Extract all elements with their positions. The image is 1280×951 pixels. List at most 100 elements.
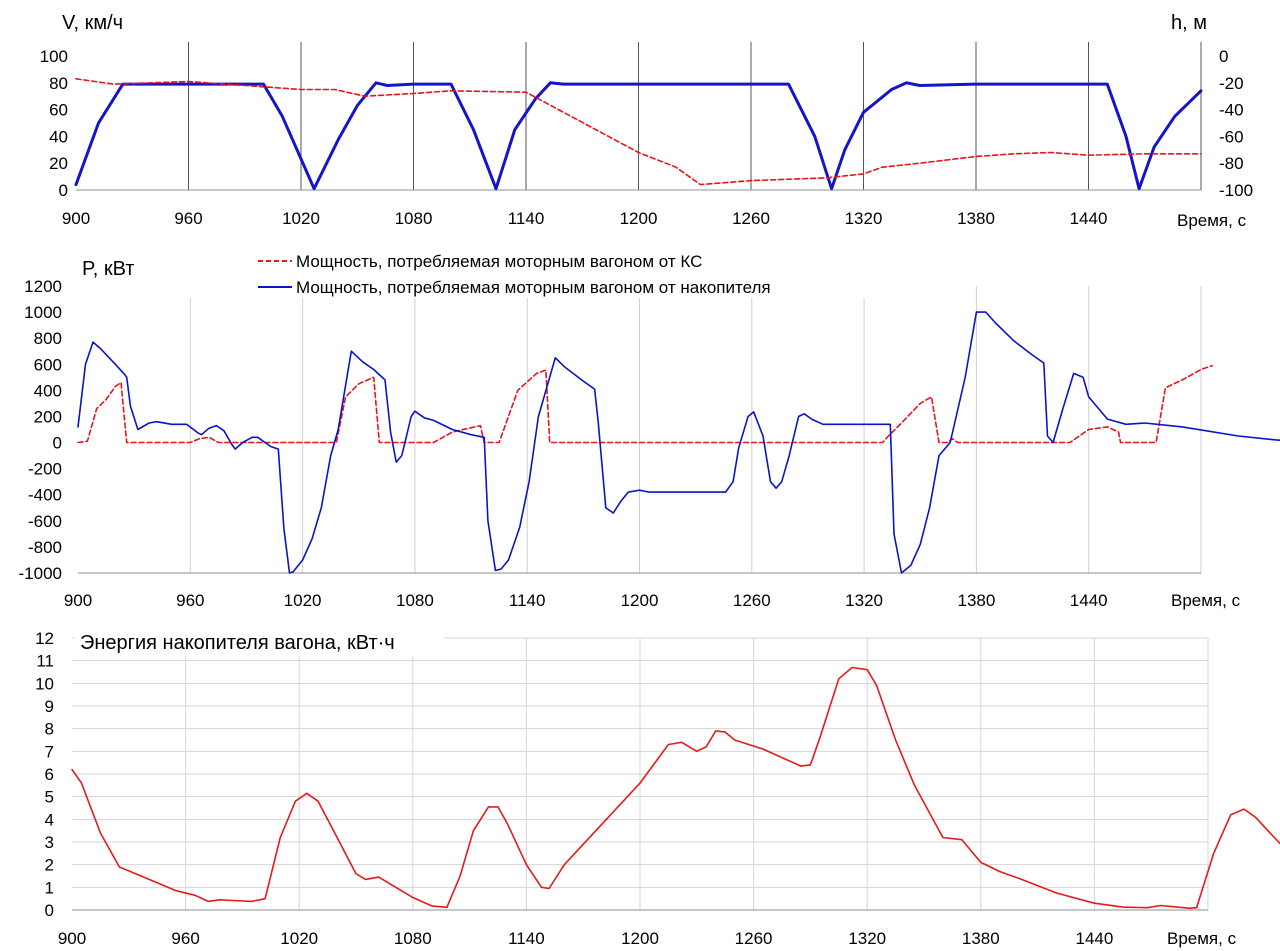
speed-x-ticks: 900 960 1020 1080 1140 1200 1260 1320 1380 1440: [62, 209, 1108, 228]
energy-horizontal-grid: [72, 637, 1208, 888]
speed-x-axis-title: Время, с: [1177, 211, 1247, 230]
speed-axis-title: V, км/ч: [62, 12, 123, 34]
series-line-1: [77, 364, 1213, 444]
speed-series: [74, 78, 1203, 191]
energy-chart: Энергия накопителя вагона, кВт·ч Время, …: [35, 628, 1280, 948]
x-tick-label: 960: [171, 929, 199, 948]
x-tick-label: 1380: [962, 929, 1000, 948]
power-x-ticks: 900 960 1020 1080 1140 1200 1260 1320 1380 1440: [64, 591, 1108, 610]
y-tick-label: 5: [45, 788, 54, 807]
x-tick-label: 1200: [620, 209, 658, 228]
x-tick-label: 1320: [845, 209, 883, 228]
right-y-tick-label: -20: [1219, 74, 1244, 93]
x-tick-label: 1260: [732, 209, 770, 228]
x-tick-label: 1080: [394, 929, 432, 948]
x-tick-label: 1380: [957, 591, 995, 610]
x-tick-label: 1140: [509, 591, 546, 610]
x-tick-label: 1020: [284, 591, 322, 610]
y-tick-label: 4: [45, 810, 54, 829]
y-tick-label: 1: [45, 878, 54, 897]
power-vertical-grid: [189, 286, 1202, 573]
x-tick-label: 1140: [508, 209, 545, 228]
y-tick-label: -600: [28, 512, 62, 531]
y-tick-label: 100: [40, 47, 68, 66]
x-tick-label: 1200: [621, 591, 659, 610]
x-tick-label: 960: [174, 209, 202, 228]
x-tick-label: 900: [58, 929, 86, 948]
speed-y-ticks: 0 20 40 60 80 100: [40, 47, 68, 200]
power-series: [77, 311, 1280, 574]
right-y-tick-label: -40: [1219, 101, 1244, 120]
x-tick-label: 1320: [848, 929, 886, 948]
height-axis-title: h, м: [1171, 12, 1207, 34]
right-y-tick-label: -80: [1219, 154, 1244, 173]
y-tick-label: 60: [49, 101, 68, 120]
legend-background: [180, 246, 908, 298]
power-axis-title: P, кВт: [82, 258, 134, 280]
y-tick-label: 3: [45, 833, 54, 852]
power-chart: P, кВт Время, с -1000 -800 -600 -400 -200 0 20…: [19, 246, 1280, 610]
y-tick-label: 11: [36, 652, 54, 671]
x-tick-label: 1260: [733, 591, 771, 610]
y-tick-label: -1000: [19, 564, 62, 583]
x-tick-label: 1080: [395, 209, 433, 228]
y-tick-label: 12: [35, 629, 54, 648]
series-line-2: [77, 311, 1280, 574]
y-tick-label: 0: [59, 181, 68, 200]
y-tick-label: 1000: [24, 303, 62, 322]
y-tick-label: 9: [45, 697, 54, 716]
series-line-1: [71, 666, 1280, 909]
energy-axis-title: Энергия накопителя вагона, кВт·ч: [80, 632, 395, 654]
x-tick-label: 900: [64, 591, 92, 610]
y-tick-label: 1200: [24, 277, 62, 296]
x-tick-label: 1260: [735, 929, 773, 948]
y-tick-label: -800: [28, 538, 62, 557]
y-tick-label: 2: [45, 856, 54, 875]
height-y-ticks: -100 -80 -60 -40 -20 0: [1219, 47, 1253, 200]
right-y-tick-label: -100: [1219, 181, 1253, 200]
y-tick-label: 600: [34, 355, 62, 374]
series-line-1: [74, 81, 1203, 191]
x-tick-label: 1440: [1070, 209, 1108, 228]
power-legend: Мощность, потребляемая моторным вагоном …: [180, 246, 908, 298]
x-tick-label: 960: [176, 591, 204, 610]
y-tick-label: 400: [34, 381, 62, 400]
y-tick-label: 0: [45, 901, 54, 920]
x-tick-label: 1020: [282, 209, 320, 228]
y-tick-label: 40: [49, 127, 68, 146]
y-tick-label: 200: [34, 407, 62, 426]
legend-label-storage: Мощность, потребляемая моторным вагоном …: [296, 278, 771, 297]
energy-x-ticks: 900 960 1020 1080 1140 1200 1260 1320 1380 1440: [58, 929, 1114, 948]
y-tick-label: 8: [45, 720, 54, 739]
power-x-axis-title: Время, с: [1171, 591, 1241, 610]
x-tick-label: 900: [62, 209, 90, 228]
x-tick-label: 1200: [621, 929, 659, 948]
energy-title-background: [74, 628, 444, 656]
y-tick-label: 7: [45, 742, 54, 761]
y-tick-label: 0: [53, 434, 62, 453]
y-tick-label: 20: [49, 154, 68, 173]
x-tick-label: 1440: [1070, 591, 1108, 610]
x-tick-label: 1140: [508, 929, 545, 948]
y-tick-label: 10: [35, 674, 54, 693]
right-y-tick-label: -60: [1219, 127, 1244, 146]
x-tick-label: 1320: [845, 591, 883, 610]
x-tick-label: 1080: [396, 591, 434, 610]
speed-vertical-grid: [188, 42, 1202, 190]
energy-series: [71, 666, 1280, 909]
x-tick-label: 1020: [280, 929, 318, 948]
y-tick-label: -400: [28, 486, 62, 505]
energy-x-axis-title: Время, с: [1167, 929, 1237, 948]
y-tick-label: 6: [45, 765, 54, 784]
x-tick-label: 1380: [957, 209, 995, 228]
y-tick-label: 800: [34, 329, 62, 348]
y-tick-label: -200: [28, 460, 62, 479]
legend-label-catenary: Мощность, потребляемая моторным вагоном …: [296, 252, 702, 271]
right-y-tick-label: 0: [1219, 47, 1228, 66]
power-y-ticks: -1000 -800 -600 -400 -200 0 200 400 600 800 1000 12…: [19, 277, 62, 583]
x-tick-label: 1440: [1075, 929, 1113, 948]
series-line-2: [75, 78, 1202, 186]
